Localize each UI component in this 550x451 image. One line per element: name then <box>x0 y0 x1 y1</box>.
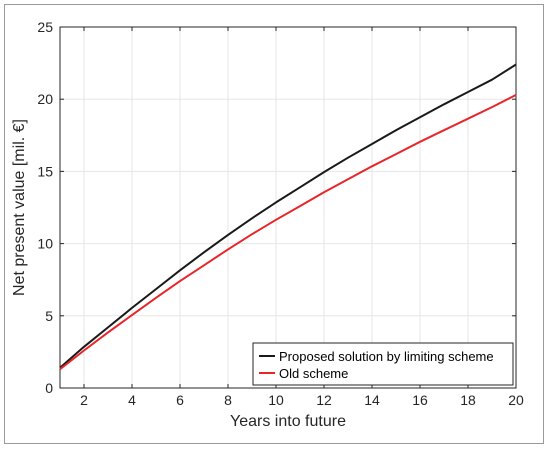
x-tick-label: 18 <box>460 392 476 408</box>
y-tick-label: 15 <box>37 163 53 179</box>
x-tick-label: 20 <box>508 392 524 408</box>
y-axis-label: Net present value [mil. €] <box>11 119 28 296</box>
x-tick-label: 4 <box>128 392 136 408</box>
legend: Proposed solution by limiting scheme Old… <box>252 342 514 386</box>
x-tick-label: 16 <box>412 392 428 408</box>
series-line-old <box>59 94 517 370</box>
plot-area <box>59 26 517 389</box>
legend-label-proposed: Proposed solution by limiting scheme <box>279 349 494 364</box>
y-axis-ticks: 0 5 10 15 20 25 <box>37 19 516 396</box>
y-tick-label: 20 <box>37 91 53 107</box>
x-tick-label: 2 <box>80 392 88 408</box>
x-tick-label: 14 <box>364 392 380 408</box>
y-tick-label: 10 <box>37 236 53 252</box>
y-tick-label: 25 <box>37 19 53 35</box>
x-tick-label: 8 <box>224 392 232 408</box>
grid-lines <box>60 26 517 389</box>
legend-label-old: Old scheme <box>279 366 348 381</box>
x-tick-label: 6 <box>176 392 184 408</box>
y-tick-label: 5 <box>45 308 53 324</box>
x-tick-label: 10 <box>268 392 284 408</box>
x-axis-label: Years into future <box>230 413 346 430</box>
x-axis-ticks: 2 4 6 8 10 12 14 16 18 20 <box>80 27 524 408</box>
series-line-proposed <box>59 63 517 369</box>
legend-box <box>252 342 514 386</box>
series-lines <box>59 63 517 370</box>
y-tick-label: 0 <box>45 380 53 396</box>
x-tick-label: 12 <box>316 392 332 408</box>
